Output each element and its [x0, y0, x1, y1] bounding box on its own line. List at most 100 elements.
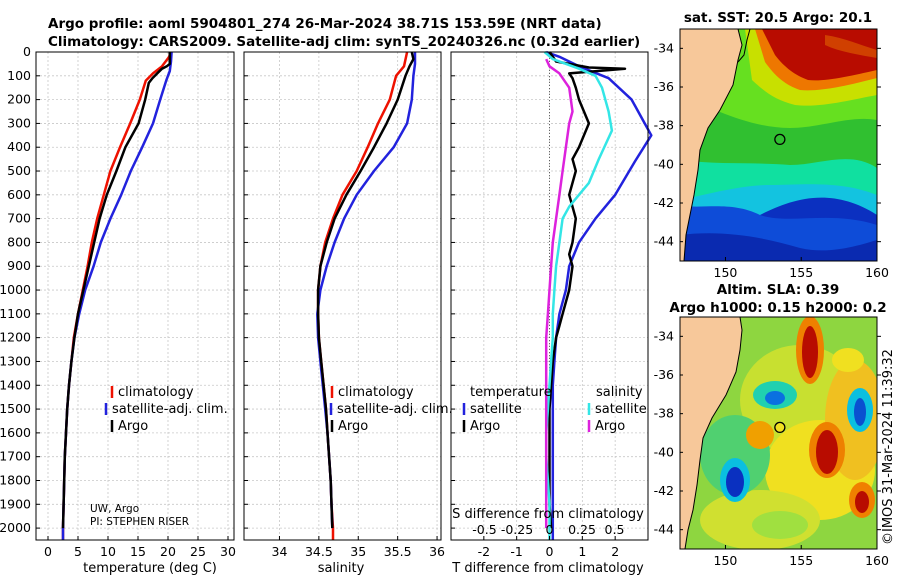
- temperature-xlabel: temperature (deg C): [83, 561, 217, 576]
- difference-panel: -2 -1 0 1 2 -0.5 -0.25 0 0.25 0.5: [450, 50, 653, 559]
- salinity-xtick-label: 35.5: [384, 544, 412, 559]
- salinity-panel: 34 34.5 35 35.5 36: [243, 51, 445, 559]
- temperature-xtick-label: 30: [220, 544, 236, 559]
- salinity-diff-tick-label: 0.5: [605, 522, 625, 537]
- sla-lon-label: 160: [865, 553, 889, 568]
- legend-title-salinity: salinity: [596, 385, 643, 400]
- depth-tick-label: 1400: [0, 377, 31, 392]
- legend-label-s-argo: Argo: [595, 419, 625, 434]
- temperature-series-satellite-adj-clim-: [61, 51, 173, 540]
- sst-lat-label: -40: [654, 156, 674, 171]
- sst-lat-label: -36: [654, 79, 674, 94]
- title-line-2: Climatology: CARS2009. Satellite-adj cli…: [48, 34, 640, 50]
- depth-tick-label: 200: [7, 92, 31, 107]
- depth-tick-label: 600: [7, 187, 31, 202]
- depth-tick-label: 300: [7, 115, 31, 130]
- depth-tick-label: 1600: [0, 425, 31, 440]
- depth-tick-label: 1000: [0, 282, 31, 297]
- difference-series-t-argo: [548, 51, 627, 529]
- credit-line-1: UW, Argo: [90, 503, 139, 515]
- salinity-diff-tick-label: 0: [546, 522, 554, 537]
- title-line-1: Argo profile: aoml 5904801_274 26-Mar-20…: [48, 16, 602, 32]
- depth-tick-label: 0: [23, 44, 31, 59]
- temperature-panel: 0 5 10 15 20 25 300100200300400500600700800900…: [0, 44, 236, 559]
- credit-line-2: PI: STEPHEN RISER: [90, 516, 189, 528]
- difference-series-t-satellite: [545, 50, 653, 540]
- salinity-diff-tick-label: -0.25: [501, 522, 533, 537]
- sla-lat-label: -40: [654, 444, 674, 459]
- salinity-xtick-label: 34.5: [305, 544, 333, 559]
- salinity-xlabel: salinity: [318, 561, 365, 576]
- depth-tick-label: 1500: [0, 401, 31, 416]
- salinity-xtick-label: 35: [350, 544, 366, 559]
- depth-tick-label: 1200: [0, 330, 31, 345]
- temperature-xtick-label: 25: [190, 544, 206, 559]
- sst-map-frame: [679, 28, 878, 262]
- salinity-xtick-label: 36: [429, 544, 445, 559]
- difference-xlabel-t: T difference from climatology: [451, 561, 644, 576]
- temperature-frame: [35, 51, 235, 541]
- sla-map: 150 155 160 -34 -36 -38 -40 -42 -44: [654, 316, 889, 568]
- sst-map: 150 155 160 -34 -36 -38 -40 -42 -44: [654, 28, 889, 280]
- depth-tick-label: 1700: [0, 449, 31, 464]
- depth-tick-label: 100: [7, 68, 31, 83]
- temperature-series-climatology: [61, 51, 172, 540]
- sla-float-marker: [774, 421, 786, 434]
- sst-float-marker: [774, 133, 786, 146]
- sla-map-frame: [679, 316, 878, 550]
- difference-xtick-label: -2: [478, 544, 490, 559]
- sst-map-title: sat. SST: 20.5 Argo: 20.1: [684, 10, 872, 26]
- temperature-series-argo: [61, 52, 172, 529]
- sla-lat-label: -44: [654, 522, 674, 537]
- depth-tick-label: 500: [7, 163, 31, 178]
- sst-lat-label: -44: [654, 234, 674, 249]
- legend-label-t-satellite: satellite: [470, 402, 522, 417]
- salinity-diff-tick-label: -0.5: [472, 522, 496, 537]
- sla-lat-label: -38: [654, 406, 674, 421]
- sla-lon-label: 150: [714, 553, 738, 568]
- difference-legend: temperature salinity satellite Argo sate…: [462, 385, 647, 434]
- salinity-series-climatology: [316, 51, 409, 540]
- temperature-legend: climatology satellite-adj. clim. Argo: [104, 385, 228, 434]
- sla-lat-label: -34: [654, 328, 674, 343]
- sst-lon-label: 160: [865, 265, 889, 280]
- legend-label-argo: Argo: [118, 419, 148, 434]
- legend-label-t-argo: Argo: [470, 419, 500, 434]
- sst-lon-label: 150: [714, 265, 738, 280]
- legend-label-satellite: satellite-adj. clim.: [112, 402, 228, 417]
- temperature-xtick-label: 0: [44, 544, 52, 559]
- salinity-frame: [243, 51, 442, 541]
- legend-title-temperature: temperature: [470, 385, 552, 400]
- sst-lat-label: -34: [654, 40, 674, 55]
- difference-xtick-label: 0: [546, 544, 554, 559]
- legend-label-satellite: satellite-adj. clim.: [337, 402, 453, 417]
- legend-label-s-satellite: satellite: [595, 402, 647, 417]
- sla-map-title: Altim. SLA: 0.39: [717, 282, 839, 298]
- salinity-series-argo: [316, 51, 415, 529]
- depth-tick-label: 800: [7, 234, 31, 249]
- depth-tick-label: 1900: [0, 496, 31, 511]
- depth-tick-label: 400: [7, 139, 31, 154]
- timestamp: ©IMOS 31-Mar-2024 11:39:32: [881, 349, 896, 545]
- difference-series-s-argo: [544, 58, 574, 529]
- sla-lat-label: -42: [654, 483, 674, 498]
- salinity-xtick-label: 34: [272, 544, 288, 559]
- sla-map-field: [680, 317, 877, 549]
- sla-lon-label: 155: [789, 553, 813, 568]
- depth-tick-label: 1100: [0, 306, 31, 321]
- difference-series-s-satellite: [543, 51, 614, 540]
- sla-map-title-2: Argo h1000: 0.15 h2000: 0.2: [669, 300, 886, 316]
- depth-tick-label: 1300: [0, 353, 31, 368]
- depth-tick-label: 2000: [0, 520, 31, 535]
- difference-xtick-label: 2: [611, 544, 619, 559]
- temperature-xtick-label: 5: [74, 544, 82, 559]
- sst-lat-label: -42: [654, 195, 674, 210]
- depth-tick-label: 1800: [0, 472, 31, 487]
- legend-label-argo: Argo: [338, 419, 368, 434]
- difference-xlabel-s: S difference from climatology: [452, 507, 644, 522]
- sst-lon-label: 155: [789, 265, 813, 280]
- salinity-legend: climatology satellite-adj. clim. Argo: [329, 385, 453, 434]
- difference-xtick-label: 1: [578, 544, 586, 559]
